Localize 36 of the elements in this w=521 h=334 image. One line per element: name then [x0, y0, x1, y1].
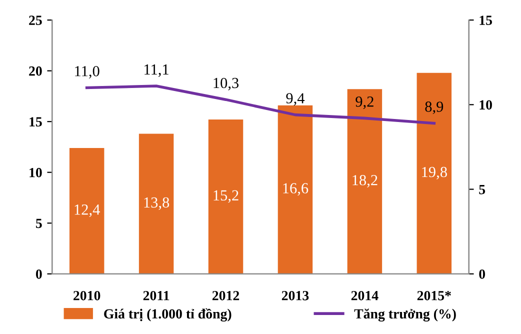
data-label: 13,8 — [144, 197, 170, 210]
y2-tick-label: 15 — [480, 16, 492, 25]
bar — [69, 148, 104, 274]
x-tick-label: 2015* — [417, 290, 451, 300]
bar — [416, 72, 452, 274]
x-tick-label: 2010 — [74, 290, 100, 300]
legend-label: Giá trị (1.000 tỉ đồng) — [104, 308, 232, 322]
bar — [347, 89, 382, 274]
y-tick-label: 20 — [29, 66, 42, 76]
y2-tick-label: 5 — [479, 184, 486, 194]
data-label: 12,4 — [74, 204, 100, 217]
data-label: 9,2 — [356, 96, 374, 109]
data-label: 18,2 — [352, 174, 378, 188]
data-label: 19,8 — [422, 166, 447, 180]
data-label: 11,1 — [144, 64, 168, 77]
data-label: 16,6 — [283, 183, 308, 196]
data-label: 11,0 — [75, 66, 100, 79]
bar — [138, 134, 174, 274]
y-tick-label: 5 — [36, 218, 42, 228]
y-tick-label: 15 — [30, 117, 42, 127]
legend-label: Tăng trưởng (%) — [354, 308, 456, 322]
y2-tick-label: 10 — [480, 100, 492, 110]
bar — [208, 120, 244, 274]
data-label: 10,3 — [214, 78, 239, 90]
y2-tick-label: 0 — [479, 269, 486, 279]
data-label: 9,4 — [286, 93, 305, 106]
data-label: 8,9 — [425, 102, 444, 114]
x-tick-label: 2011 — [143, 290, 170, 300]
y-tick-label: 25 — [29, 16, 42, 25]
data-label: 15,2 — [214, 190, 238, 203]
x-tick-label: 2013 — [282, 290, 309, 300]
x-tick-label: 2014 — [351, 290, 378, 300]
y-tick-label: 0 — [36, 269, 42, 279]
x-tick-label: 2012 — [212, 290, 240, 300]
bar — [278, 105, 313, 274]
y-tick-label: 10 — [30, 168, 42, 178]
